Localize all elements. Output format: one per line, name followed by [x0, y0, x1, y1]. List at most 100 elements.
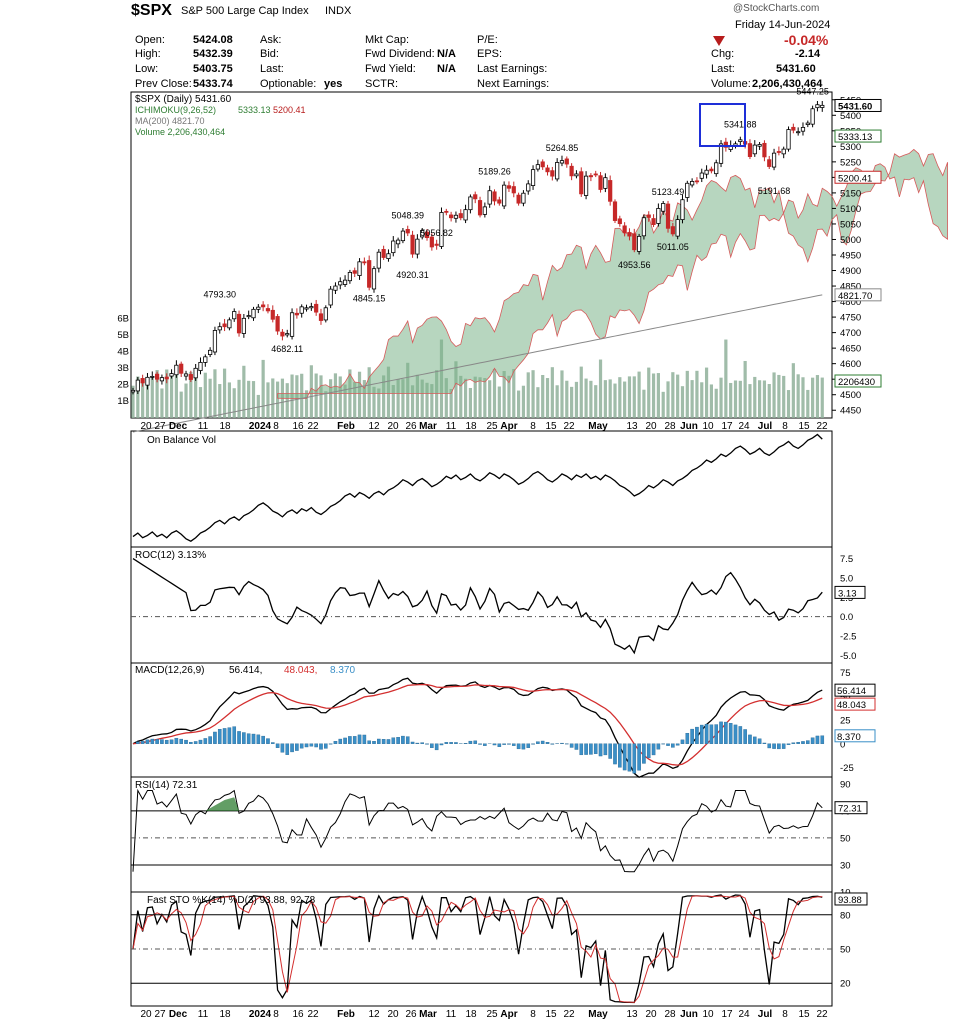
obv-title: On Balance Vol — [147, 435, 216, 446]
volume-bar — [454, 361, 458, 418]
volume-bar — [382, 375, 386, 418]
macd-title-value: 48.043, — [284, 665, 317, 676]
volume-bar — [618, 377, 622, 418]
x-tick-top: 2024 — [249, 421, 272, 432]
sto-badge — [834, 892, 868, 906]
volume-bar — [410, 385, 415, 418]
macd-histogram-bar — [208, 736, 212, 744]
macd-badge — [834, 683, 876, 697]
fwd-yield-value: N/A — [437, 63, 456, 75]
volume-bar — [271, 378, 275, 418]
price-badge — [834, 98, 882, 112]
macd-tick: 0 — [840, 739, 845, 750]
macd-histogram-bar — [796, 741, 800, 744]
roc-line — [132, 558, 823, 655]
x-tick-top: 20 — [387, 421, 399, 432]
volume-bar — [589, 380, 593, 418]
macd-histogram-bar — [367, 740, 371, 744]
macd-histogram-bar — [333, 741, 338, 744]
candle-body — [463, 209, 468, 221]
macd-histogram-bar — [405, 736, 410, 744]
volume-bar — [184, 383, 188, 418]
candle-body — [482, 206, 487, 215]
macd-histogram-bar — [401, 735, 405, 744]
macd-histogram-bar — [430, 743, 434, 748]
candle-body — [665, 203, 671, 229]
macd-histogram-bar — [656, 743, 661, 750]
macd-histogram-bar — [685, 733, 690, 744]
macd-histogram-bar — [295, 743, 299, 751]
macd-histogram-bar — [777, 743, 781, 750]
volume-bar — [719, 377, 723, 418]
mktcap-label: Mkt Cap: — [365, 34, 410, 46]
volume-bar — [709, 384, 713, 418]
candle-body — [612, 201, 618, 221]
candle-body — [154, 373, 160, 380]
macd-histogram-bar — [314, 743, 318, 748]
macd-histogram-bar — [632, 743, 637, 774]
price-annotation: 4845.15 — [353, 294, 386, 304]
macd-histogram-bar — [733, 724, 738, 744]
volume-tick: 4B — [117, 347, 129, 358]
candle-body — [323, 307, 328, 321]
volume-bar — [488, 380, 492, 418]
macd-signal-line — [132, 683, 823, 766]
x-tick-bottom: 16 — [292, 1009, 304, 1020]
volume-bar — [671, 372, 675, 418]
candle-body — [314, 303, 319, 313]
candle-body — [497, 199, 502, 204]
change-pct: -0.04% — [784, 32, 829, 48]
macd-histogram-bar — [526, 743, 531, 748]
macd-histogram-bar — [434, 743, 439, 751]
volume-bar — [463, 378, 468, 418]
candle-body — [675, 219, 680, 237]
down-arrow-icon — [713, 36, 725, 46]
macd-histogram-bar — [593, 743, 598, 754]
candle-body — [217, 326, 222, 331]
volume-bar — [357, 371, 362, 418]
candle-body — [506, 185, 512, 189]
x-tick-top: 16 — [292, 421, 304, 432]
rsi-tick: 30 — [840, 860, 851, 871]
volume-bar — [165, 369, 169, 418]
volume-bar — [329, 379, 333, 418]
candle-body — [530, 169, 536, 186]
candle-body — [714, 162, 719, 175]
macd-histogram-bar — [646, 743, 651, 759]
fwd-dividend-value: N/A — [437, 48, 456, 60]
macd-badge-label: 8.370 — [837, 732, 861, 743]
x-tick-top: Mar — [419, 421, 437, 432]
x-tick-top: 20 — [645, 421, 657, 432]
macd-histogram-bar — [550, 743, 555, 745]
volume-bar — [623, 381, 627, 418]
macd-badge-label: 48.043 — [837, 700, 866, 711]
price-annotation: 4682.11 — [271, 344, 303, 354]
volume-bar — [608, 379, 612, 418]
macd-histogram-bar — [738, 726, 743, 744]
volume-tick: 2B — [117, 380, 129, 391]
volume-bar — [218, 384, 222, 418]
candle-body — [164, 376, 169, 380]
candle-body — [280, 331, 285, 337]
candle-body — [738, 139, 743, 143]
volume-tick: 5B — [117, 330, 129, 341]
candle-body — [444, 210, 449, 213]
sto-badge-label: 93.88 — [838, 895, 862, 906]
macd-histogram-bar — [439, 743, 444, 746]
volume-bar — [632, 376, 636, 418]
volume-bar — [811, 377, 815, 418]
macd-histogram-bar — [396, 737, 400, 744]
macd-histogram-bar — [516, 743, 521, 750]
candle-body — [299, 306, 304, 314]
rsi-overbought-fill — [205, 797, 240, 811]
candle-body — [805, 122, 810, 126]
x-tick-top: 25 — [486, 421, 498, 432]
macd-histogram-bar — [299, 743, 304, 749]
volume-bar — [642, 389, 646, 418]
macd-histogram-bar — [815, 735, 820, 744]
candle-body — [651, 218, 656, 225]
volume-bar — [512, 369, 516, 418]
volume-bar — [815, 375, 820, 418]
macd-histogram-bar — [232, 726, 237, 744]
volume-tick: 6B — [117, 314, 129, 325]
